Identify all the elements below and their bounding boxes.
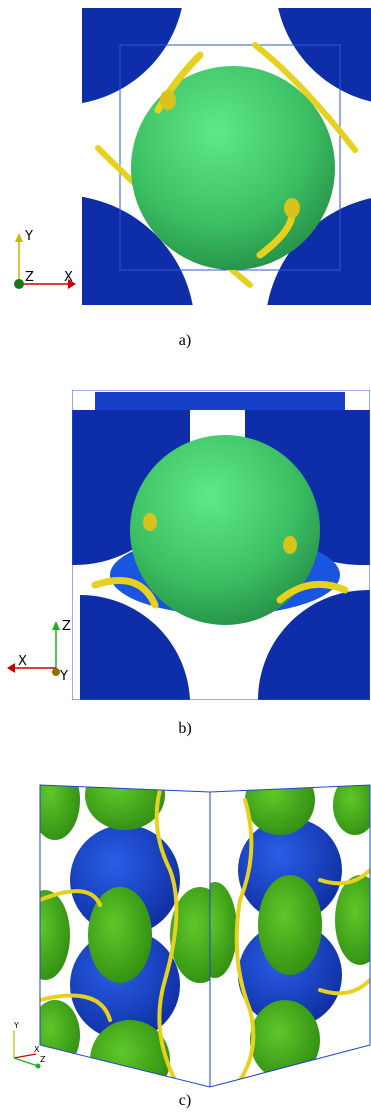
axis-arrow <box>7 663 15 673</box>
green-disk <box>245 765 315 835</box>
axis-line <box>14 1054 36 1058</box>
tube-end <box>160 90 176 110</box>
axis-arrow <box>52 621 60 630</box>
tube-end <box>284 198 300 218</box>
axes-triad: Z X Y <box>7 619 71 684</box>
blue-sphere <box>95 392 345 410</box>
panel-b-render <box>72 390 370 700</box>
caption: c) <box>179 1092 191 1109</box>
tube-end <box>143 513 157 531</box>
axis-label: Z <box>62 619 71 634</box>
panel-c-left-face <box>20 760 230 1100</box>
axis-label: Y <box>13 1021 19 1030</box>
panel-c-right-face <box>193 765 371 1087</box>
figure: Y Z X a) Z X Y b) <box>0 0 371 1113</box>
axis-label: Y <box>59 669 68 684</box>
green-disk <box>258 875 322 975</box>
tube-end <box>283 536 297 554</box>
axis-origin <box>36 1064 41 1069</box>
green-disk <box>30 1000 80 1070</box>
axis-line <box>14 1058 38 1066</box>
axis-label: X <box>64 270 73 285</box>
axis-origin <box>14 279 24 289</box>
axis-label: X <box>34 1045 40 1054</box>
green-disk <box>30 760 80 840</box>
green-disk <box>85 760 165 830</box>
axis-label: Z <box>25 270 34 285</box>
axis-label: Y <box>24 229 33 244</box>
green-sphere <box>130 435 320 625</box>
caption: b) <box>178 720 191 737</box>
caption: a) <box>179 332 191 349</box>
axes-triad: Y Z X <box>14 229 76 289</box>
axis-origin <box>52 668 60 676</box>
axis-label: X <box>18 654 27 669</box>
axis-arrow <box>15 233 23 242</box>
green-disk <box>250 1000 320 1080</box>
axis-label: Z <box>40 1055 46 1064</box>
green-disk <box>20 890 70 980</box>
